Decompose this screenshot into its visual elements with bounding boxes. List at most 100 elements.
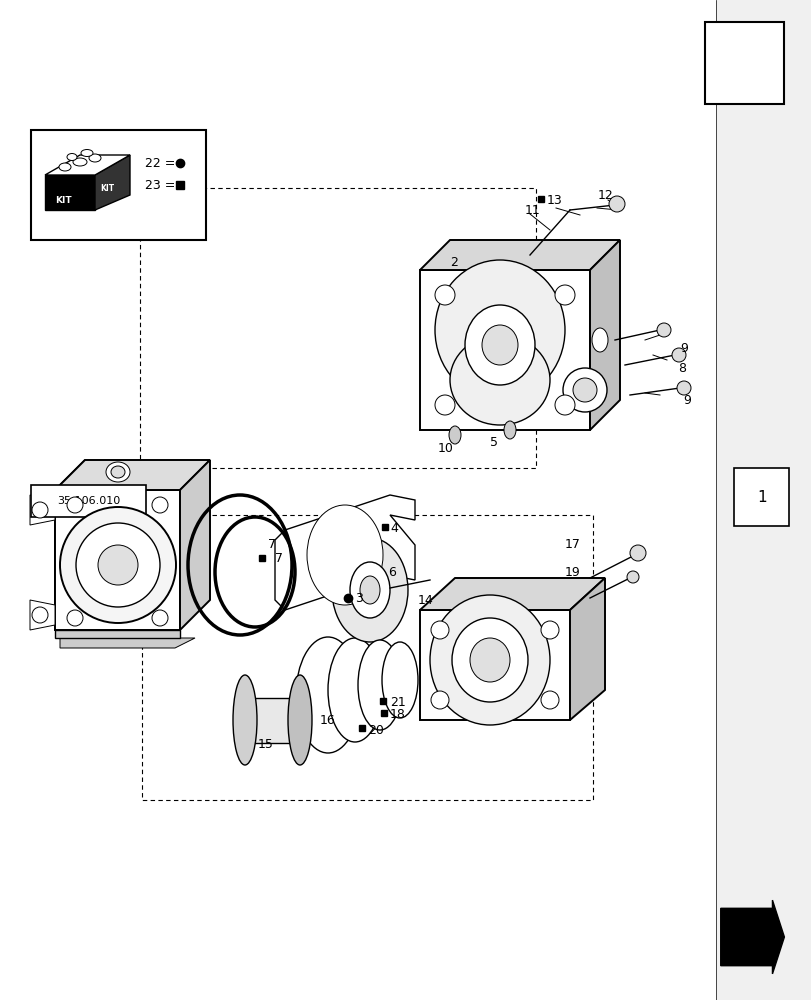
- Ellipse shape: [554, 285, 574, 305]
- Text: 12: 12: [597, 189, 613, 202]
- Ellipse shape: [358, 640, 401, 730]
- Polygon shape: [419, 240, 620, 270]
- Ellipse shape: [76, 523, 160, 607]
- Ellipse shape: [435, 260, 564, 400]
- Text: 14: 14: [418, 593, 433, 606]
- Polygon shape: [180, 460, 210, 630]
- Polygon shape: [30, 495, 55, 525]
- Polygon shape: [55, 630, 180, 638]
- Ellipse shape: [540, 621, 558, 639]
- Ellipse shape: [332, 538, 407, 642]
- Ellipse shape: [32, 502, 48, 518]
- Ellipse shape: [111, 466, 125, 478]
- Polygon shape: [55, 460, 210, 490]
- Text: 8: 8: [677, 361, 685, 374]
- Text: 2: 2: [449, 255, 457, 268]
- Text: 7: 7: [275, 552, 283, 564]
- Ellipse shape: [482, 325, 517, 365]
- Text: 23 =: 23 =: [145, 179, 175, 192]
- Ellipse shape: [152, 610, 168, 626]
- Polygon shape: [60, 638, 195, 648]
- Polygon shape: [590, 240, 620, 430]
- Ellipse shape: [562, 368, 607, 412]
- Text: 6: 6: [388, 566, 396, 578]
- Text: 18: 18: [389, 708, 406, 721]
- Ellipse shape: [672, 348, 685, 362]
- Ellipse shape: [359, 576, 380, 604]
- Ellipse shape: [448, 426, 461, 444]
- Polygon shape: [55, 490, 180, 630]
- Ellipse shape: [449, 335, 549, 425]
- Polygon shape: [30, 600, 55, 630]
- Polygon shape: [275, 495, 414, 610]
- Bar: [733, 468, 788, 526]
- Ellipse shape: [540, 691, 558, 709]
- Ellipse shape: [608, 196, 624, 212]
- Polygon shape: [45, 175, 95, 210]
- Ellipse shape: [73, 158, 87, 166]
- Ellipse shape: [81, 150, 93, 157]
- Ellipse shape: [67, 610, 83, 626]
- Text: 7: 7: [268, 538, 276, 552]
- Bar: [31, 130, 206, 240]
- Text: 11: 11: [525, 204, 540, 217]
- Text: 22 =: 22 =: [145, 157, 175, 170]
- Text: 16: 16: [320, 713, 335, 726]
- Ellipse shape: [381, 642, 418, 718]
- Polygon shape: [720, 900, 783, 974]
- Ellipse shape: [470, 638, 509, 682]
- Ellipse shape: [431, 621, 448, 639]
- Ellipse shape: [288, 675, 311, 765]
- Ellipse shape: [307, 505, 383, 605]
- Ellipse shape: [435, 285, 454, 305]
- Ellipse shape: [573, 378, 596, 402]
- Polygon shape: [419, 270, 590, 430]
- Text: 3: 3: [354, 591, 363, 604]
- Ellipse shape: [554, 395, 574, 415]
- Ellipse shape: [152, 497, 168, 513]
- Text: 10: 10: [437, 442, 453, 454]
- Text: 1: 1: [756, 489, 766, 504]
- Text: KIT: KIT: [100, 184, 114, 193]
- Bar: [704, 22, 783, 104]
- Ellipse shape: [629, 545, 646, 561]
- Text: 21: 21: [389, 696, 406, 710]
- Bar: [31, 485, 146, 517]
- Ellipse shape: [452, 618, 527, 702]
- Text: 13: 13: [547, 194, 562, 207]
- Ellipse shape: [504, 421, 515, 439]
- Polygon shape: [55, 460, 85, 630]
- Polygon shape: [419, 578, 604, 610]
- Ellipse shape: [296, 637, 359, 753]
- Ellipse shape: [67, 154, 77, 161]
- Ellipse shape: [60, 507, 176, 623]
- Ellipse shape: [435, 395, 454, 415]
- Polygon shape: [95, 155, 130, 210]
- Ellipse shape: [106, 462, 130, 482]
- Ellipse shape: [32, 607, 48, 623]
- Ellipse shape: [328, 638, 381, 742]
- Text: 9: 9: [682, 393, 690, 406]
- Ellipse shape: [430, 595, 549, 725]
- Ellipse shape: [626, 571, 638, 583]
- Text: 35.106.010: 35.106.010: [58, 496, 121, 506]
- Polygon shape: [245, 698, 299, 742]
- Text: 19: 19: [564, 566, 580, 578]
- Polygon shape: [569, 578, 604, 720]
- Polygon shape: [715, 0, 811, 1000]
- Polygon shape: [419, 610, 569, 720]
- Text: 17: 17: [564, 538, 580, 552]
- Ellipse shape: [591, 328, 607, 352]
- Text: 20: 20: [367, 723, 384, 736]
- Ellipse shape: [59, 163, 71, 171]
- Polygon shape: [45, 155, 130, 175]
- Text: KIT: KIT: [55, 196, 71, 205]
- Ellipse shape: [233, 675, 257, 765]
- Ellipse shape: [98, 545, 138, 585]
- Ellipse shape: [656, 323, 670, 337]
- Text: 5: 5: [489, 436, 497, 450]
- Text: 9: 9: [679, 342, 687, 355]
- Ellipse shape: [676, 381, 690, 395]
- Ellipse shape: [350, 562, 389, 618]
- Ellipse shape: [89, 154, 101, 162]
